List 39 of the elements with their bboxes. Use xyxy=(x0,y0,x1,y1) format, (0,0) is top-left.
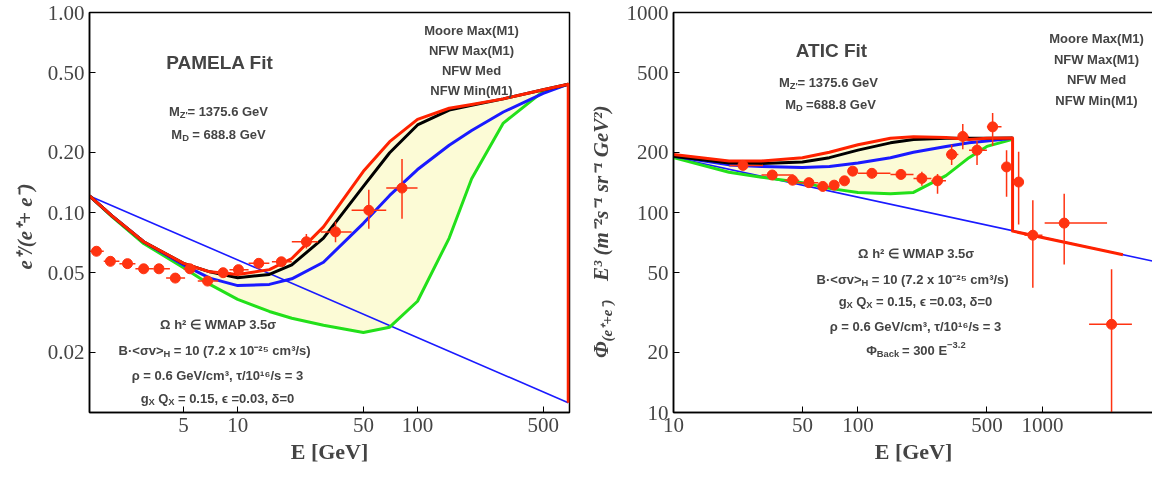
x-tick-label: 5 xyxy=(178,412,189,437)
y-axis-title: e⁺/(e⁺+ e⁻) xyxy=(12,183,37,270)
text: Φ(e⁺+e⁻) E³ (m⁻²s⁻¹ sr⁻¹ GeV²) xyxy=(588,105,615,359)
x-axis-title: E [GeV] xyxy=(290,438,369,464)
x-tick-label: 1000 xyxy=(1021,412,1064,437)
x-axis-title: E [GeV] xyxy=(874,438,953,464)
annotation: NFW Med xyxy=(441,62,502,78)
y-tick-label: 0.02 xyxy=(47,340,85,365)
y-tick-label: 0.05 xyxy=(47,260,85,285)
annotation: Ω h² ∈ WMAP 3.5σ xyxy=(858,245,975,261)
annotation: NFW Max(M1) xyxy=(1053,51,1140,67)
x-tick-label: 50 xyxy=(352,412,374,437)
y-tick-label: 0.20 xyxy=(47,140,85,165)
y-tick-label: 0.10 xyxy=(47,200,85,225)
annotation: Moore Max(M1) xyxy=(1049,30,1144,46)
y-tick-label: 200 xyxy=(637,140,669,165)
annotation: NFW Min(M1) xyxy=(430,82,513,98)
y-tick-label: 0.50 xyxy=(47,60,85,85)
text: ATIC Fit xyxy=(795,39,868,61)
x-tick-label: 100 xyxy=(401,412,434,437)
y-tick-label: 500 xyxy=(637,60,669,85)
x-tick-label: 500 xyxy=(971,412,1003,437)
y-tick-label: 20 xyxy=(647,340,669,365)
x-tick-label: 500 xyxy=(527,412,559,437)
annotation: ρ = 0.6 GeV/cm³, τ/10¹⁶/s = 3 xyxy=(829,318,1002,334)
y-tick-label: 100 xyxy=(637,200,669,225)
annotation: Ω h² ∈ WMAP 3.5σ xyxy=(160,316,277,332)
annotation: NFW Min(M1) xyxy=(1055,92,1138,108)
text: PAMELA Fit xyxy=(166,51,274,73)
x-tick-label: 100 xyxy=(842,412,874,437)
x-tick-label: 50 xyxy=(791,412,813,437)
y-tick-label: 50 xyxy=(647,260,669,285)
annotation: Moore Max(M1) xyxy=(424,22,519,38)
x-tick-label: 10 xyxy=(227,412,249,437)
annotation: NFW Max(M1) xyxy=(428,42,515,58)
y-tick-label: 1.00 xyxy=(47,0,85,25)
annotation: ρ = 0.6 GeV/cm³, τ/10¹⁶/s = 3 xyxy=(131,367,304,383)
annotation: NFW Med xyxy=(1066,71,1127,87)
y-tick-label: 1000 xyxy=(626,0,669,25)
